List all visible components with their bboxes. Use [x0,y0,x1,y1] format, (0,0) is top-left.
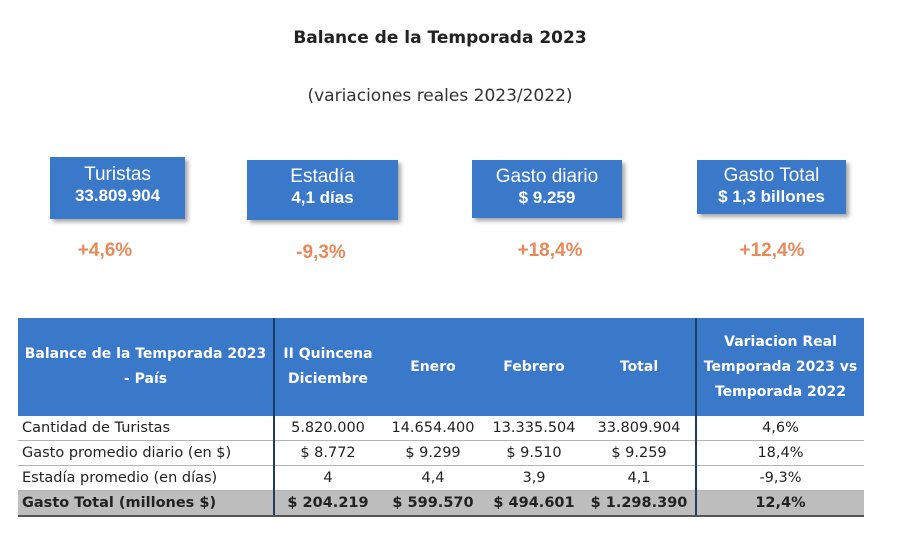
kpi-change-gasto-total: +12,4% [739,240,805,261]
kpi-label: Gasto diario [495,166,599,187]
table-total-row: Gasto Total (millones $) $ 204.219 $ 599… [18,490,864,517]
kpi-change-turistas: +4,6% [77,240,133,261]
kpi-card-turistas: Turistas 33.809.904 [50,157,185,219]
header-cell: Total [583,318,696,416]
table-cell: 33.809.904 [583,416,697,441]
kpi-change-estadia: -9,3% [296,242,346,263]
table-cell: Cantidad de Turistas [18,416,275,441]
table-cell: $ 9.259 [583,440,697,466]
kpi-value: 4,1 días [291,188,354,207]
balance-table: Balance de la Temporada 2023 - País II Q… [18,318,864,517]
table-cell: $ 494.601 [485,490,583,517]
table-header-row: Balance de la Temporada 2023 - País II Q… [18,318,864,416]
kpi-change-gasto-diario: +18,4% [517,240,583,261]
table-cell: 13.335.504 [485,416,583,441]
header-cell: II Quincena Diciembre [274,318,381,416]
header-cell: Balance de la Temporada 2023 - País [18,318,275,416]
table-row: Gasto promedio diario (en $) $ 8.772 $ 9… [18,440,864,466]
table-cell: -9,3% [696,465,864,491]
table-cell: 4,4 [381,465,485,491]
header-cell: Variacion Real Temporada 2023 vs Tempora… [695,318,864,416]
table-cell: 4,1 [583,465,697,491]
table-cell: $ 1.298.390 [583,490,697,517]
table-cell: Estadía promedio (en días) [18,465,275,491]
kpi-value: 33.809.904 [74,186,161,205]
table-cell: $ 204.219 [274,490,381,517]
table-cell: $ 9.299 [381,440,485,466]
table-cell: $ 9.510 [485,440,583,466]
table-row: Estadía promedio (en días) 4 4,4 3,9 4,1… [18,465,864,491]
kpi-card-gasto-total: Gasto Total $ 1,3 billones [697,160,846,214]
table-cell: 12,4% [696,490,864,517]
table-cell: Gasto promedio diario (en $) [18,440,275,466]
kpi-label: Estadía [290,166,355,187]
kpi-value: $ 9.259 [518,188,576,207]
kpi-label: Gasto Total [723,165,820,186]
table-row: Cantidad de Turistas 5.820.000 14.654.40… [18,416,864,441]
table-cell: Gasto Total (millones $) [18,490,275,517]
table-cell: $ 8.772 [274,440,381,466]
table-cell: 3,9 [485,465,583,491]
header-cell: Febrero [485,318,583,416]
kpi-value: $ 1,3 billones [718,187,825,206]
page-subtitle: (variaciones reales 2023/2022) [307,86,573,106]
table-cell: $ 599.570 [381,490,485,517]
kpi-card-gasto-diario: Gasto diario $ 9.259 [472,160,622,218]
table-cell: 14.654.400 [381,416,485,441]
table-cell: 18,4% [696,440,864,466]
kpi-card-estadia: Estadía 4,1 días [247,160,398,220]
header-cell: Enero [381,318,485,416]
table-cell: 4 [274,465,381,491]
kpi-label: Turistas [84,164,151,185]
table-cell: 5.820.000 [274,416,381,441]
page-title: Balance de la Temporada 2023 [293,28,587,48]
table-cell: 4,6% [696,416,864,441]
